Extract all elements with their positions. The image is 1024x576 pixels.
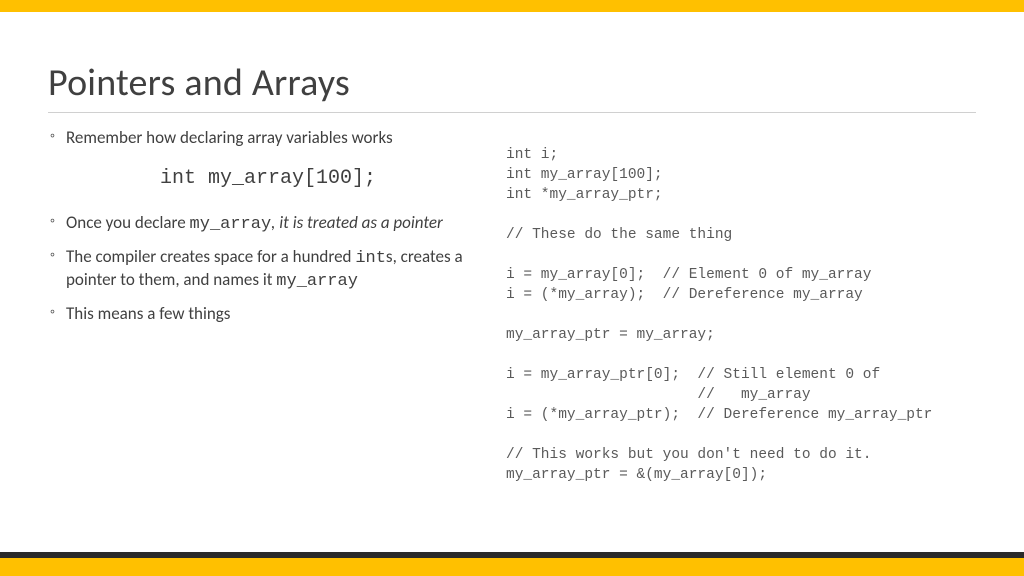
bullet-text-pre: Once you declare [66,212,190,233]
bullet-text-ital: , it is treated as a pointer [271,212,443,233]
bullet-text: Remember how declaring array variables w… [66,127,393,148]
declaration-code: int my_array[100]; [48,167,488,190]
bullet-text: This means a few things [66,303,230,324]
bullet-item: Remember how declaring array variables w… [48,127,488,149]
bullet-text-mono: int [355,249,386,268]
columns: Remember how declaring array variables w… [48,127,976,485]
bottom-gold-bar [0,558,1024,576]
top-accent-bar [0,0,1024,12]
right-column: int i; int my_array[100]; int *my_array_… [506,127,976,485]
bullet-item: This means a few things [48,303,488,325]
bullet-text-mono-2: my_array [276,272,358,291]
slide-title: Pointers and Arrays [48,60,976,106]
bullet-item: Once you declare my_array, it is treated… [48,212,488,236]
title-rule [48,112,976,113]
bullet-item: The compiler creates space for a hundred… [48,246,488,294]
bullet-text-mono: my_array [190,215,272,234]
left-column: Remember how declaring array variables w… [48,127,488,485]
bullet-text-pre: The compiler creates space for a hundred [66,246,355,267]
slide-body: Pointers and Arrays Remember how declari… [0,12,1024,552]
bullet-list-2: Once you declare my_array, it is treated… [48,212,488,325]
bullet-list-1: Remember how declaring array variables w… [48,127,488,149]
code-block: int i; int my_array[100]; int *my_array_… [506,145,976,485]
